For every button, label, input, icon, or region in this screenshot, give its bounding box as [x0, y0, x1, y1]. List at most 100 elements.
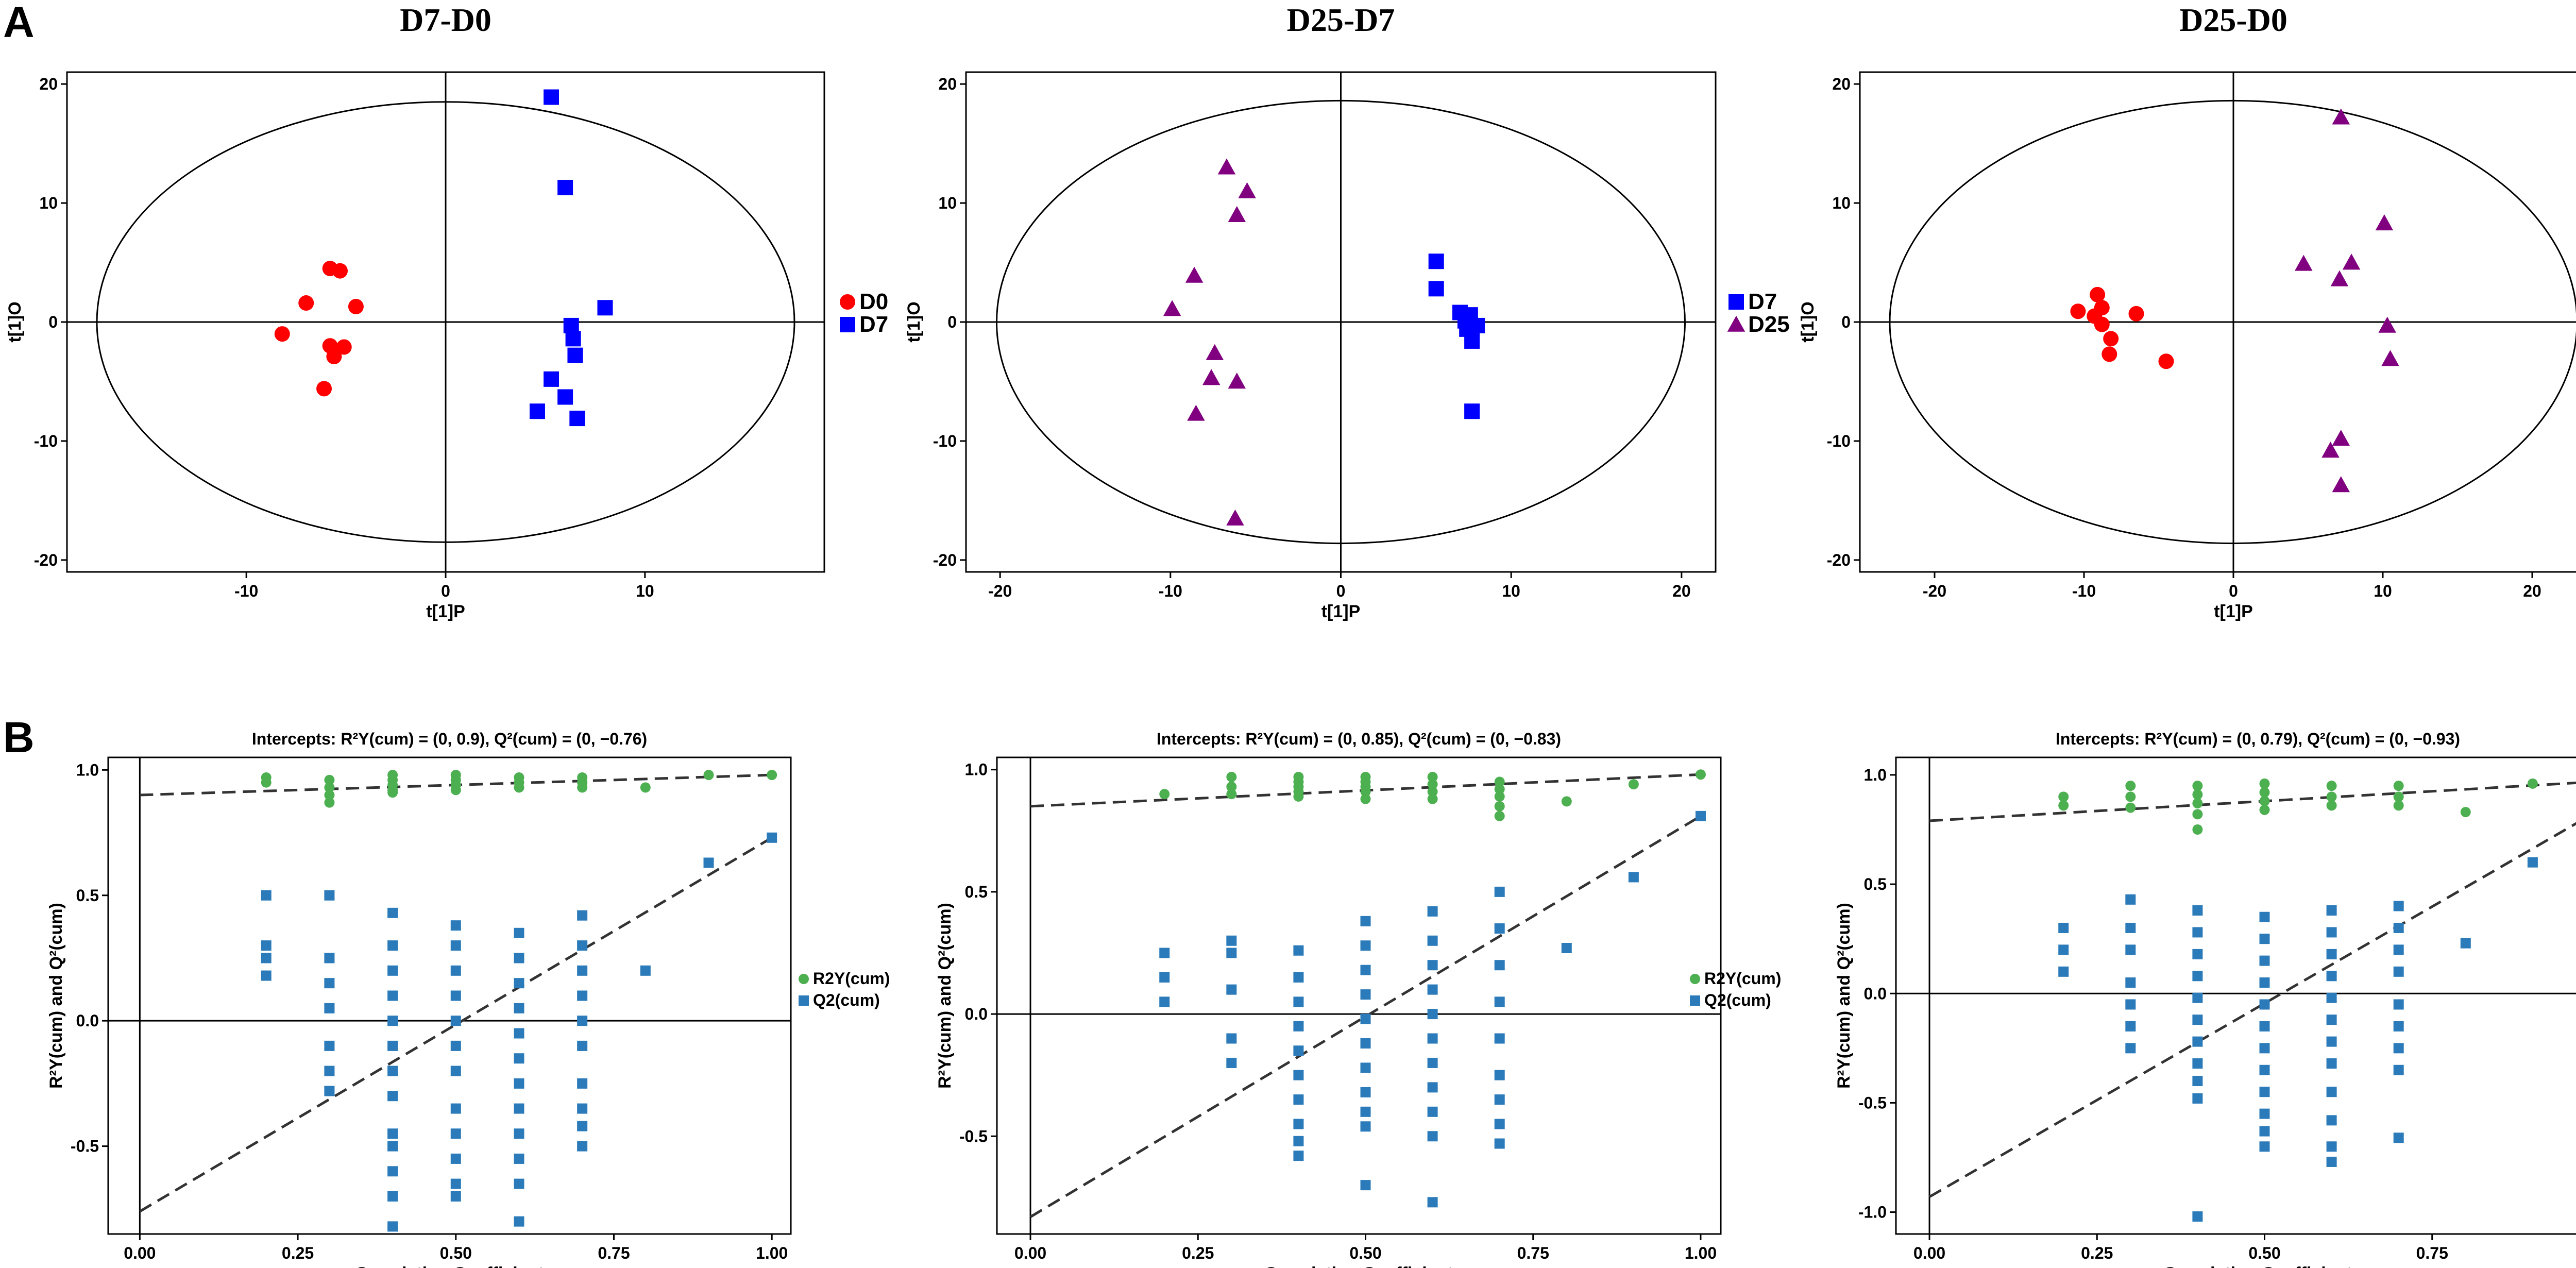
hotelling-t2-ellipse: [1889, 100, 2576, 544]
data-point-q2-cum-: [2058, 922, 2069, 933]
data-point-q2-cum-: [640, 965, 651, 976]
y-tick-label: -10: [933, 432, 957, 450]
data-point-q2-cum-: [450, 1128, 461, 1139]
data-point-q2-cum-: [2393, 966, 2404, 977]
data-point-q2-cum-: [2259, 1021, 2270, 1032]
data-point-r2y-cum-: [2192, 809, 2203, 820]
data-point-q2-cum-: [2058, 966, 2069, 977]
data-point-q2-cum-: [2192, 949, 2203, 959]
data-point-q2-cum-: [2393, 1043, 2404, 1054]
x-tick-label: 20: [2523, 582, 2541, 600]
data-point-d0: [2102, 346, 2117, 362]
chart-title: D25-D0: [2179, 2, 2287, 38]
x-tick-label: 0: [2229, 582, 2238, 600]
data-point-q2-cum-: [450, 1066, 461, 1076]
data-point-q2-cum-: [514, 1103, 524, 1114]
data-point-q2-cum-: [2259, 911, 2270, 922]
x-axis-label: t[1]P: [2214, 602, 2253, 621]
y-tick-label: -10: [34, 432, 58, 450]
data-point-d25: [1163, 300, 1181, 316]
data-point-q2-cum-: [1494, 923, 1505, 934]
data-point-q2-cum-: [387, 1128, 398, 1139]
data-point-q2-cum-: [2326, 1141, 2337, 1152]
data-point-q2-cum-: [1494, 996, 1505, 1007]
data-point-q2-cum-: [324, 1040, 335, 1051]
data-point-q2-cum-: [2192, 1058, 2203, 1069]
data-point-q2-cum-: [387, 1016, 398, 1026]
data-point-q2-cum-: [2326, 927, 2337, 938]
x-axis-label: Correlation Coefficient: [1264, 1264, 1453, 1268]
data-point-q2-cum-: [450, 1191, 461, 1202]
data-point-q2-cum-: [2125, 894, 2136, 905]
data-point-d7: [597, 300, 613, 316]
data-point-r2y-cum-: [1226, 771, 1237, 782]
data-point-q2-cum-: [2192, 905, 2203, 916]
data-point-r2y-cum-: [2393, 800, 2404, 811]
legend-label: D25: [1748, 312, 1790, 337]
data-point-q2-cum-: [1494, 1033, 1505, 1044]
data-point-q2-cum-: [450, 920, 461, 931]
data-point-d0: [2094, 316, 2110, 332]
y-tick-label: 10: [1832, 194, 1851, 212]
data-point-q2-cum-: [1427, 1131, 1438, 1142]
data-point-r2y-cum-: [2058, 800, 2069, 811]
y-tick-label: 10: [938, 194, 957, 212]
x-tick-label: -20: [988, 582, 1012, 600]
x-tick-label: -10: [234, 582, 258, 600]
data-point-q2-cum-: [450, 1040, 461, 1051]
data-point-q2-cum-: [1226, 1033, 1237, 1044]
data-point-q2-cum-: [2125, 1043, 2136, 1054]
data-point-q2-cum-: [1427, 1033, 1438, 1044]
data-point-q2-cum-: [2192, 1093, 2203, 1104]
data-point-r2y-cum-: [2259, 787, 2270, 798]
data-point-d0: [298, 295, 314, 311]
data-point-q2-cum-: [324, 1066, 335, 1076]
chart-title: D25-D7: [1287, 2, 1395, 38]
data-point-r2y-cum-: [2527, 778, 2538, 789]
legend-marker: [1727, 315, 1745, 332]
data-point-d7: [1464, 333, 1480, 349]
data-point-r2y-cum-: [1628, 779, 1639, 790]
data-point-d25: [1228, 206, 1246, 222]
data-point-d25: [1228, 373, 1246, 389]
data-point-q2-cum-: [1360, 1106, 1371, 1117]
q2-regression-line: [1029, 815, 1702, 1218]
data-point-q2-cum-: [2259, 1043, 2270, 1054]
data-point-q2-cum-: [2393, 944, 2404, 955]
data-point-r2y-cum-: [2192, 824, 2203, 835]
data-point-q2-cum-: [387, 940, 398, 951]
data-point-q2-cum-: [1293, 1070, 1304, 1080]
data-point-q2-cum-: [1293, 1094, 1304, 1105]
x-tick-label: 0.00: [124, 1244, 156, 1262]
data-point-d7: [529, 403, 545, 419]
data-point-q2-cum-: [1360, 1013, 1371, 1024]
plot-frame: [1895, 756, 2576, 1235]
data-point-d0: [336, 339, 352, 355]
data-point-q2-cum-: [514, 1053, 524, 1064]
data-point-q2-cum-: [577, 1040, 588, 1051]
data-point-q2-cum-: [1427, 960, 1438, 971]
x-tick-label: 0: [441, 582, 450, 600]
y-tick-label: 0: [1841, 313, 1851, 331]
data-point-q2-cum-: [324, 953, 335, 963]
data-point-q2-cum-: [514, 978, 524, 989]
y-axis-label: R²Y(cum) and Q²(cum): [46, 903, 66, 1089]
data-point-d25: [2332, 430, 2350, 446]
data-point-q2-cum-: [1293, 1021, 1304, 1032]
y-tick-label: -20: [34, 551, 58, 569]
data-point-r2y-cum-: [2192, 789, 2203, 800]
panel-label-a: A: [3, 0, 35, 46]
data-point-d7: [557, 389, 573, 405]
data-point-q2-cum-: [1159, 996, 1170, 1007]
data-point-d25: [2321, 442, 2340, 458]
data-point-r2y-cum-: [1427, 779, 1438, 790]
data-point-d25: [1185, 266, 1204, 283]
data-point-q2-cum-: [703, 857, 714, 868]
data-point-d0: [332, 263, 348, 279]
data-point-q2-cum-: [2393, 999, 2404, 1010]
data-point-q2-cum-: [261, 940, 272, 951]
data-point-q2-cum-: [1427, 1082, 1438, 1093]
data-point-d25: [1202, 369, 1221, 385]
data-point-q2-cum-: [450, 990, 461, 1001]
